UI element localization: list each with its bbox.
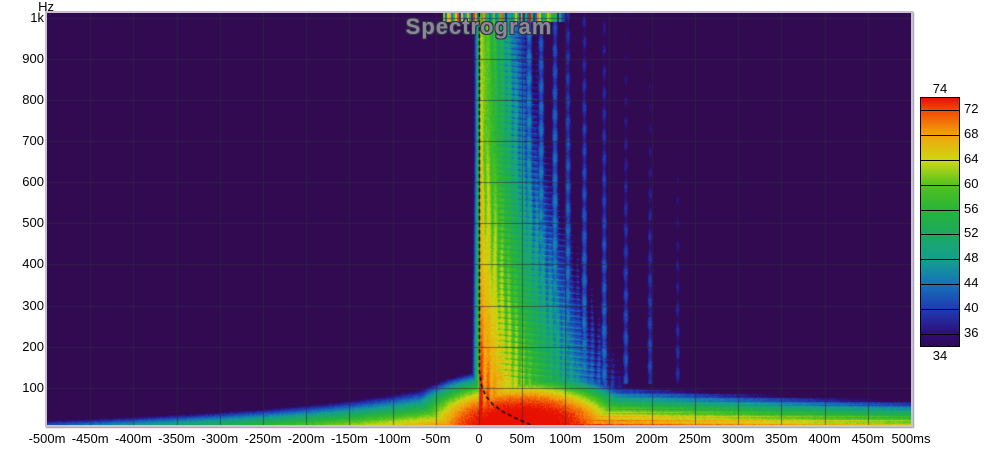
x-tick-label-50m: 50m <box>509 431 535 446</box>
x-tick-label--400m: -400m <box>114 431 152 446</box>
x-tick-label--350m: -350m <box>158 431 196 446</box>
colorbar-tick-label-52: 52 <box>964 225 979 241</box>
colorbar-segment-40-44 <box>921 283 959 309</box>
x-tick-label-200m: 200m <box>635 431 669 446</box>
x-tick-label-0: 0 <box>475 431 483 446</box>
x-tick-label--200m: -200m <box>287 431 325 446</box>
colorbar-tick-label-72: 72 <box>964 101 979 117</box>
colorbar-tick-label-44: 44 <box>964 275 979 290</box>
colorbar-segment-68-72 <box>921 110 959 136</box>
x-tick-label-250m: 250m <box>678 431 712 446</box>
x-tick-label-400m: 400m <box>808 431 841 446</box>
y-tick-label-400: 400 <box>22 256 44 272</box>
x-tick-label-300m: 300m <box>721 431 755 446</box>
y-tick-label-100: 100 <box>22 379 44 395</box>
colorbar-max-label: 74 <box>932 81 948 96</box>
colorbar-segment-64-68 <box>921 135 959 160</box>
y-tick-label-900: 900 <box>22 50 44 66</box>
x-tick-label--100m: -100m <box>374 431 412 446</box>
x-tick-label--250m: -250m <box>244 431 282 446</box>
colorbar-segment-34-36 <box>921 333 959 346</box>
spectrogram-canvas[interactable] <box>47 13 911 425</box>
y-tick-label-1k: 1k <box>30 9 44 25</box>
y-tick-label-600: 600 <box>22 174 44 190</box>
colorbar-tick-label-60: 60 <box>964 175 979 191</box>
colorbar-tick-label-64: 64 <box>964 151 979 166</box>
x-tick-label--450m: -450m <box>71 431 109 446</box>
x-tick-label--300m: -300m <box>201 431 239 446</box>
colorbar-segment-52-56 <box>921 209 959 235</box>
colorbar-segment-72-74 <box>921 98 959 111</box>
y-tick-label-700: 700 <box>22 133 44 148</box>
colorbar-tick-label-48: 48 <box>964 250 979 266</box>
colorbar-scale <box>920 97 960 347</box>
colorbar-segment-56-60 <box>921 184 959 210</box>
colorbar-segment-44-48 <box>921 259 959 284</box>
colorbar-tick-label-40: 40 <box>964 299 979 315</box>
x-tick-label-100m: 100m <box>549 431 582 446</box>
colorbar-segment-36-40 <box>921 308 959 334</box>
x-tick-label--150m: -150m <box>330 431 368 446</box>
x-tick-label--500m: -500m <box>28 431 66 446</box>
colorbar-segment-48-52 <box>921 234 959 260</box>
y-tick-label-500: 500 <box>22 215 44 231</box>
x-tick-label-450m: 450m <box>851 431 885 446</box>
colorbar-tick-label-56: 56 <box>964 200 979 216</box>
colorbar-tick-label-68: 68 <box>964 126 979 142</box>
x-tick-label-150m: 150m <box>592 431 625 446</box>
colorbar-tick-label-36: 36 <box>964 324 979 340</box>
x-tick-label--50m: -50m <box>420 431 451 446</box>
x-tick-label-500ms: 500ms <box>891 431 931 446</box>
y-tick-label-300: 300 <box>22 297 44 313</box>
colorbar-segment-60-64 <box>921 159 959 185</box>
y-tick-label-200: 200 <box>22 338 44 354</box>
y-axis-unit-label: Hz <box>38 0 54 14</box>
x-tick-label-350m: 350m <box>765 431 798 446</box>
y-tick-label-800: 800 <box>22 91 44 107</box>
plot-frame <box>45 11 913 427</box>
colorbar-min-label: 34 <box>932 348 948 363</box>
